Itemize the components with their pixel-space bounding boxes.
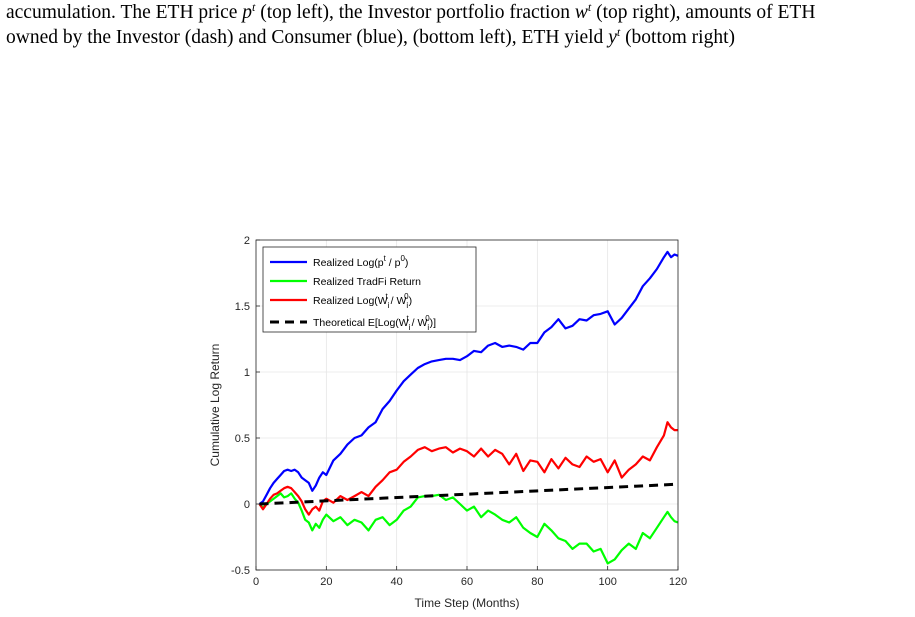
legend: Realized Log(pt / p0) Realized TradFi Ret… xyxy=(262,246,477,333)
series-line-realized-tradfi-return xyxy=(258,492,679,565)
figure-caption: accumulation. The ETH price pt (top left… xyxy=(6,0,911,50)
x-tick-label: 100 xyxy=(598,576,616,588)
legend-label: Realized Log(pt / p0) xyxy=(313,254,408,269)
caption-line-2: owned by the Investor (dash) and Consume… xyxy=(6,25,911,50)
y-tick-label: 1 xyxy=(244,367,250,379)
series-line-realized-price-return xyxy=(258,250,679,505)
y-tick-label: 0.5 xyxy=(235,433,250,445)
series-lines xyxy=(258,250,679,565)
y-tick-label: 2 xyxy=(244,235,250,247)
y-axis-label: Cumulative Log Return xyxy=(208,344,222,467)
legend-label: Realized TradFi Return xyxy=(313,276,421,288)
legend-label: Realized Log(Wit / Wi0) xyxy=(313,292,412,310)
y-tick-label: -0.5 xyxy=(231,565,250,577)
axis-ticks: 0 20 40 60 80 100 120-0.500.511.52 xyxy=(231,235,687,588)
caption-var-y: y xyxy=(608,27,617,48)
x-axis-label: Time Step (Months) xyxy=(415,596,520,610)
y-tick-label: 1.5 xyxy=(235,301,250,313)
caption-text: (bottom right) xyxy=(620,27,736,48)
caption-line-1: accumulation. The ETH price pt (top left… xyxy=(6,0,911,25)
x-tick-label: 120 xyxy=(669,576,687,588)
caption-text: owned by the Investor (dash) and Consume… xyxy=(6,27,609,48)
series-line-realized-wealth-return xyxy=(258,421,678,516)
caption-text: (top right), amounts of ETH xyxy=(591,2,816,23)
caption-var-p: p xyxy=(242,2,253,23)
series-line-theoretical-expected-return xyxy=(259,482,679,506)
caption-text: (top left), the Investor portfolio fract… xyxy=(255,2,575,23)
x-tick-label: 40 xyxy=(391,576,403,588)
y-tick-label: 0 xyxy=(244,499,250,511)
caption-sup: t xyxy=(616,25,621,39)
caption-var-w: w xyxy=(574,2,588,23)
legend-label: Theoretical E[Log(Wit / Wi0)] xyxy=(313,314,436,332)
x-tick-label: 80 xyxy=(531,576,543,588)
x-tick-label: 60 xyxy=(461,576,473,588)
x-tick-label: 20 xyxy=(320,576,332,588)
caption-sup: t xyxy=(252,0,256,14)
caption-text: accumulation. The ETH price xyxy=(6,2,243,23)
caption-sup: t xyxy=(587,0,592,14)
x-tick-label: 0 xyxy=(253,576,259,588)
